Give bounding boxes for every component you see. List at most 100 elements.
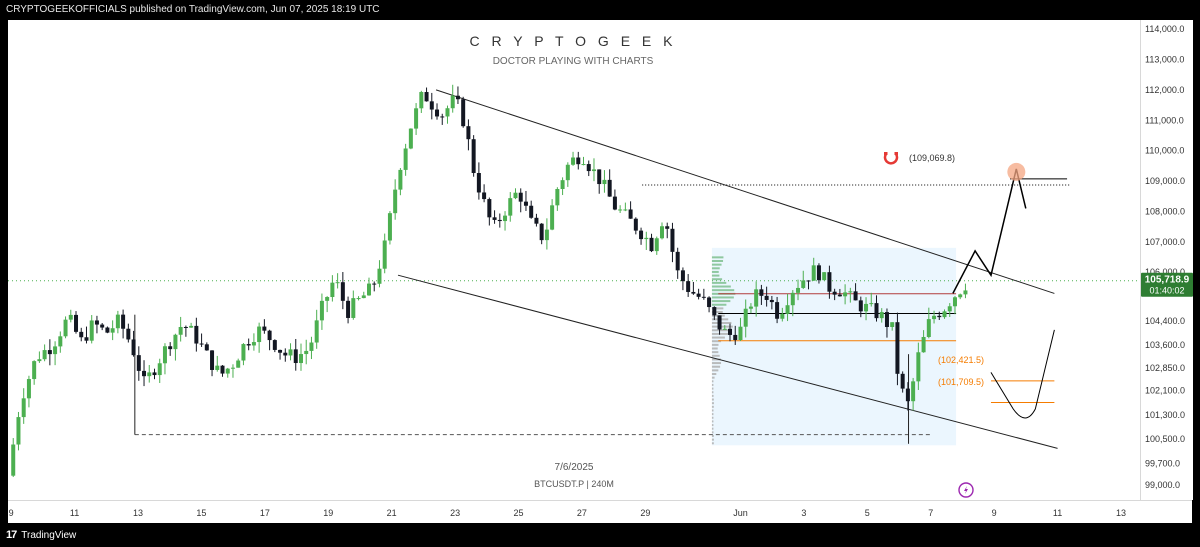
candle-body bbox=[654, 238, 659, 252]
lightning-icon[interactable] bbox=[958, 482, 974, 498]
candle-body bbox=[183, 326, 188, 328]
volume-bar bbox=[711, 340, 722, 343]
candle-body bbox=[288, 349, 293, 356]
candle-body bbox=[230, 367, 235, 369]
candle-body bbox=[869, 303, 874, 305]
projection-path bbox=[952, 168, 1027, 294]
candle-body bbox=[11, 444, 16, 476]
candle-body bbox=[832, 291, 837, 295]
time-tick-label: 9 bbox=[9, 508, 14, 518]
candle-body bbox=[728, 328, 733, 335]
candle-body bbox=[942, 311, 947, 318]
watermark-subtitle: DOCTOR PLAYING WITH CHARTS bbox=[493, 56, 654, 67]
volume-bar bbox=[711, 369, 719, 372]
candle-body bbox=[471, 139, 476, 174]
volume-bar bbox=[711, 329, 732, 332]
secondary-projection-path bbox=[990, 329, 1055, 419]
candle-body bbox=[267, 330, 272, 341]
candle-body bbox=[346, 300, 351, 318]
candle-body bbox=[53, 346, 58, 355]
magnet-price-label: (109,069.8) bbox=[909, 153, 955, 163]
candle-body bbox=[644, 237, 649, 240]
price-tick-label: 99,000.0 bbox=[1145, 480, 1180, 490]
candle-body bbox=[712, 307, 717, 316]
price-tick-label: 102,850.0 bbox=[1145, 363, 1185, 373]
candle-body bbox=[236, 360, 241, 368]
magnet-icon bbox=[883, 152, 899, 165]
candle-body bbox=[926, 319, 931, 337]
candle-body bbox=[884, 312, 889, 327]
candle-body bbox=[142, 370, 147, 377]
candle-body bbox=[691, 291, 696, 294]
time-tick-label: 17 bbox=[260, 508, 270, 518]
channel-lines-layer bbox=[134, 89, 1058, 449]
candle-body bbox=[932, 315, 937, 320]
last-price-value: 105,718.9 bbox=[1145, 275, 1190, 286]
candle-body bbox=[16, 417, 21, 445]
volume-bar bbox=[711, 358, 721, 361]
candle-body bbox=[455, 95, 460, 100]
volume-bar bbox=[711, 416, 714, 419]
volume-bar bbox=[711, 267, 720, 270]
time-axis[interactable]: 9 11 13 15 17 19 21 23 25 27 29 Jun 3 5 7 9 11 13 bbox=[8, 500, 1192, 523]
candle-body bbox=[874, 303, 879, 319]
volume-bar bbox=[711, 285, 731, 288]
candle-body bbox=[403, 148, 408, 170]
candle-body bbox=[665, 226, 670, 229]
candle-body bbox=[487, 199, 492, 218]
candle-body bbox=[738, 326, 743, 341]
volume-bar bbox=[711, 434, 714, 437]
candle-body bbox=[204, 344, 209, 351]
candles-layer bbox=[11, 84, 968, 478]
candle-body bbox=[84, 337, 89, 341]
volume-bar bbox=[711, 343, 719, 346]
candle-body bbox=[152, 372, 157, 376]
volume-bar bbox=[711, 424, 714, 427]
time-tick-label: Jun bbox=[733, 508, 748, 518]
candle-body bbox=[340, 282, 345, 301]
candle-body bbox=[827, 272, 832, 292]
price-axis[interactable]: 114,000.0 113,000.0 112,000.0 111,000.0 110,… bbox=[1140, 20, 1193, 500]
candle-body bbox=[325, 297, 330, 301]
candle-body bbox=[858, 300, 863, 312]
chart-svg[interactable]: C R Y P T O G E E K DOCTOR PLAYING WITH … bbox=[8, 20, 1140, 500]
time-tick-label: 3 bbox=[801, 508, 806, 518]
volume-bar bbox=[711, 413, 714, 416]
candle-body bbox=[591, 169, 596, 172]
candle-body bbox=[544, 229, 549, 241]
volume-bar bbox=[711, 289, 735, 292]
price-ticks: 114,000.0 113,000.0 112,000.0 111,000.0 110,… bbox=[1145, 24, 1185, 490]
candle-body bbox=[628, 209, 633, 219]
candle-body bbox=[623, 209, 628, 211]
price-tick-label: 100,500.0 bbox=[1145, 434, 1185, 444]
candle-body bbox=[408, 128, 413, 149]
candle-body bbox=[121, 314, 126, 329]
candle-body bbox=[534, 217, 539, 224]
candle-body bbox=[377, 268, 382, 284]
chart-area[interactable]: C R Y P T O G E E K DOCTOR PLAYING WITH … bbox=[8, 20, 1140, 500]
volume-bar bbox=[711, 307, 724, 310]
candle-body bbox=[445, 108, 450, 117]
candle-body bbox=[89, 320, 94, 341]
candle-body bbox=[890, 322, 895, 327]
candle-body bbox=[952, 297, 957, 307]
candle-body bbox=[309, 342, 314, 351]
candle-body bbox=[330, 282, 335, 298]
candle-body bbox=[701, 296, 706, 298]
volume-bar bbox=[711, 438, 714, 441]
tradingview-logo[interactable]: 17 TradingView bbox=[6, 528, 76, 542]
candle-body bbox=[848, 291, 853, 293]
candle-body bbox=[220, 365, 225, 374]
volume-bar bbox=[711, 325, 733, 328]
time-tick-label: 13 bbox=[1116, 508, 1126, 518]
candle-body bbox=[879, 312, 884, 319]
candle-body bbox=[246, 344, 251, 346]
candle-body bbox=[785, 305, 790, 314]
candle-body bbox=[659, 226, 664, 239]
candle-body bbox=[393, 189, 398, 214]
candle-body bbox=[550, 205, 555, 230]
candle-body bbox=[675, 251, 680, 271]
candle-body bbox=[743, 308, 748, 327]
candle-body bbox=[916, 352, 921, 382]
candle-body bbox=[32, 361, 37, 380]
